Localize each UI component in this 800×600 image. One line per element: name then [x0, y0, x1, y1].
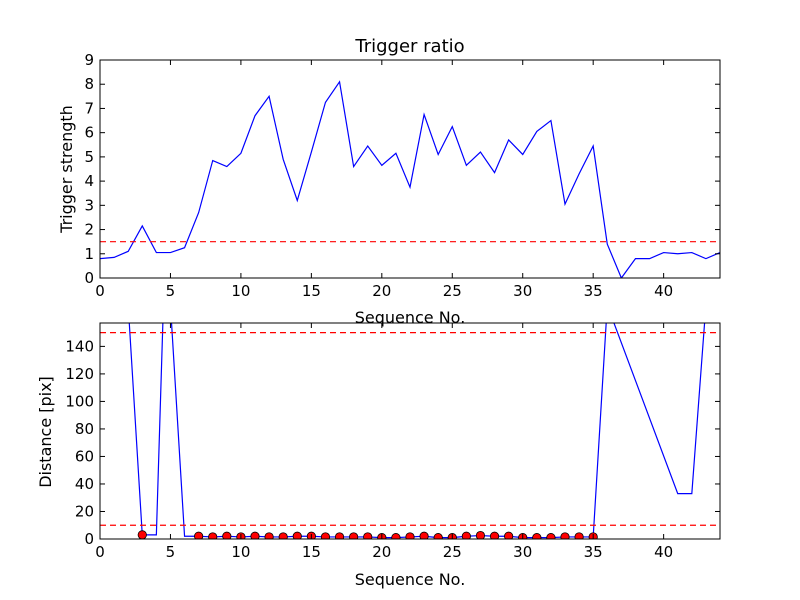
bottom-plot-data-point-25: [532, 533, 542, 539]
top-plot-x-tick-label-7: 35: [584, 282, 603, 300]
top-plot-x-tick-label-4: 20: [372, 282, 391, 300]
top-plot-y-axis-label: Trigger strength: [57, 105, 76, 234]
bottom-plot-x-tick-label-6: 30: [513, 543, 532, 561]
bottom-plot: Sequence No. Distance [pix] 0 5 10 15 20 25 30…: [36, 322, 721, 589]
bottom-plot-data-point-15: [391, 533, 401, 539]
bottom-plot-data-point-13: [363, 532, 373, 539]
top-plot-y-tick-label-9: 9: [84, 51, 94, 69]
bottom-plot-frame: [99, 322, 721, 540]
bottom-plot-data-point-6: [264, 532, 274, 539]
bottom-plot-data-point-27: [560, 532, 570, 539]
top-plot-x-tick-label-3: 15: [302, 282, 321, 300]
top-plot-x-tick-label-6: 30: [513, 282, 532, 300]
bottom-plot-data-point-0: [137, 530, 147, 539]
bottom-plot-data-point-10: [320, 532, 331, 539]
bottom-plot-data-point-12: [349, 532, 359, 539]
bottom-plot-x-tick-label-4: 20: [372, 543, 391, 561]
bottom-plot-data-point-21: [475, 530, 486, 539]
bottom-plot-y-tick-label-4: 80: [75, 420, 94, 438]
bottom-plot-data-point-1: [194, 531, 204, 539]
bottom-plot-data-point-28: [574, 532, 584, 539]
top-plot-title: Trigger ratio: [354, 36, 464, 57]
bottom-plot-data-point-7: [278, 532, 288, 539]
bottom-plot-data-point-2: [208, 532, 218, 539]
top-plot-y-tick-label-8: 8: [84, 75, 94, 93]
bottom-plot-data-point-8: [292, 531, 302, 539]
bottom-plot-data-point-17: [419, 531, 429, 539]
bottom-plot-x-tick-label-2: 10: [231, 543, 250, 561]
top-plot-frame: [99, 59, 721, 279]
bottom-plot-x-tick-label-5: 25: [443, 543, 462, 561]
bottom-plot-x-axis-label: Sequence No.: [355, 570, 466, 589]
top-plot-x-tick-label-5: 25: [443, 282, 462, 300]
top-plot-x-axis-label: Sequence No.: [355, 308, 466, 327]
top-plot-x-tick-label-0: 0: [95, 282, 105, 300]
top-plot-y-tick-label-3: 3: [84, 196, 94, 214]
bottom-plot-data-point-3: [222, 531, 232, 539]
bottom-plot-data-point-11: [334, 532, 345, 539]
bottom-plot-y-tick-label-5: 100: [65, 392, 94, 410]
top-plot-y-tick-label-6: 6: [84, 124, 94, 142]
bottom-plot-y-tick-label-0: 0: [84, 530, 94, 548]
top-plot-y-tick-label-4: 4: [84, 172, 94, 190]
bottom-plot-x-tick-label-8: 40: [654, 543, 673, 561]
top-plot-y-tick-label-5: 5: [84, 148, 94, 166]
top-plot-x-tick-label-1: 5: [166, 282, 176, 300]
bottom-plot-x-tick-label-0: 0: [95, 543, 105, 561]
top-plot-y-tick-label-7: 7: [84, 99, 94, 117]
bottom-plot-data-point-16: [405, 532, 415, 539]
bottom-plot-data-point-20: [461, 531, 471, 539]
bottom-plot-y-tick-label-3: 60: [75, 447, 94, 465]
bottom-plot-data-point-18: [433, 533, 443, 539]
top-plot-y-tick-label-1: 1: [84, 245, 94, 263]
bottom-plot-x-tick-label-7: 35: [584, 543, 603, 561]
bottom-plot-y-tick-label-6: 120: [65, 365, 94, 383]
bottom-plot-data-point-5: [250, 531, 260, 539]
top-plot-x-tick-label-8: 40: [654, 282, 673, 300]
top-plot: Trigger ratio Sequence No. Trigger stren…: [57, 36, 721, 327]
bottom-plot-x-tick-label-3: 15: [302, 543, 321, 561]
top-plot-series-line-0: [100, 80, 720, 278]
top-plot-series-area: [100, 80, 720, 278]
top-plot-y-tick-label-0: 0: [84, 269, 94, 287]
bottom-plot-data-point-22: [489, 531, 500, 539]
bottom-plot-y-tick-label-1: 20: [75, 502, 94, 520]
bottom-plot-y-tick-label-7: 140: [65, 337, 94, 355]
top-plot-y-tick-label-2: 2: [84, 221, 94, 239]
top-plot-x-tick-label-2: 10: [231, 282, 250, 300]
bottom-plot-data-point-23: [504, 531, 514, 539]
bottom-plot-data-point-26: [546, 533, 556, 539]
bottom-plot-y-tick-label-2: 40: [75, 475, 94, 493]
bottom-plot-y-axis-label: Distance [pix]: [36, 376, 55, 488]
bottom-plot-x-tick-label-1: 5: [166, 543, 176, 561]
